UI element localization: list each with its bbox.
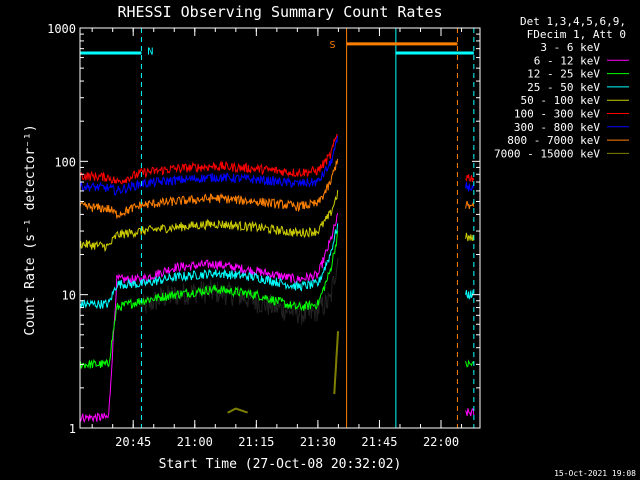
series-line	[465, 174, 475, 183]
series-line	[79, 223, 339, 310]
series-800-7000keV	[79, 158, 475, 219]
y-tick-label: 1000	[47, 22, 76, 36]
annotation-label: S	[330, 40, 336, 51]
x-tick-label: 21:15	[238, 435, 274, 449]
series-line	[227, 407, 248, 414]
series-100-300keV	[79, 133, 475, 185]
series-line	[465, 408, 475, 417]
y-axis-label: Count Rate (s⁻¹ detector⁻¹)	[23, 124, 38, 335]
x-tick-label: 21:45	[361, 435, 397, 449]
footer-date: 15-Oct-2021 19:08	[554, 469, 636, 478]
legend-entry-label: 3 - 6 keV	[540, 41, 600, 54]
x-tick-label: 21:00	[177, 435, 213, 449]
legend-entry-label: 25 - 50 keV	[527, 81, 600, 94]
legend-entry-label: 300 - 800 keV	[514, 121, 600, 134]
y-tick-label: 1	[69, 422, 76, 436]
x-tick-label: 21:30	[300, 435, 336, 449]
legend-entry-label: 6 - 12 keV	[534, 54, 601, 67]
legend-header: Det 1,3,4,5,6,9,	[520, 15, 626, 28]
series-line	[79, 230, 339, 369]
y-tick-label: 100	[54, 155, 76, 169]
series-line	[465, 200, 475, 210]
series-300-800keV	[79, 135, 475, 196]
series-line	[465, 359, 475, 368]
series-line	[465, 182, 475, 192]
series-line	[79, 133, 338, 185]
chart-title: RHESSI Observing Summary Count Rates	[117, 3, 442, 21]
series-6-12keV	[79, 212, 475, 423]
series-line	[465, 232, 475, 242]
x-tick-label: 20:45	[115, 435, 151, 449]
series-7000-15000keV	[227, 331, 339, 414]
axis-layer: 1 10 100 1000 20:45 21:00 21:15 21:30 21:45 22:00	[47, 22, 480, 449]
plot-layer: NS	[79, 28, 475, 428]
series-50-100keV	[79, 190, 475, 252]
legend-entry-label: 7000 - 15000 keV	[494, 147, 600, 160]
x-axis-label: Start Time (27-Oct-08 20:32:02)	[159, 457, 402, 472]
series-3-6keV	[140, 257, 339, 325]
annotation-label: N	[147, 46, 153, 57]
series-12-25keV	[79, 230, 475, 369]
series-line	[79, 158, 339, 219]
legend-entry-label: 12 - 25 keV	[527, 68, 600, 81]
legend: Det 1,3,4,5,6,9,FDecim 1, Att 03 - 6 keV…	[494, 15, 629, 160]
series-line	[333, 331, 339, 395]
series-line	[79, 190, 339, 252]
legend-entry-label: 800 - 7000 keV	[507, 134, 600, 147]
x-tick-label: 22:00	[423, 435, 459, 449]
legend-header: FDecim 1, Att 0	[527, 28, 626, 41]
legend-entry-label: 100 - 300 keV	[514, 108, 600, 121]
series-line	[79, 212, 339, 423]
y-tick-label: 10	[62, 289, 76, 303]
series-line	[140, 257, 339, 325]
series-line	[79, 135, 339, 196]
plot-frame	[79, 27, 481, 429]
legend-entry-label: 50 - 100 keV	[521, 94, 601, 107]
